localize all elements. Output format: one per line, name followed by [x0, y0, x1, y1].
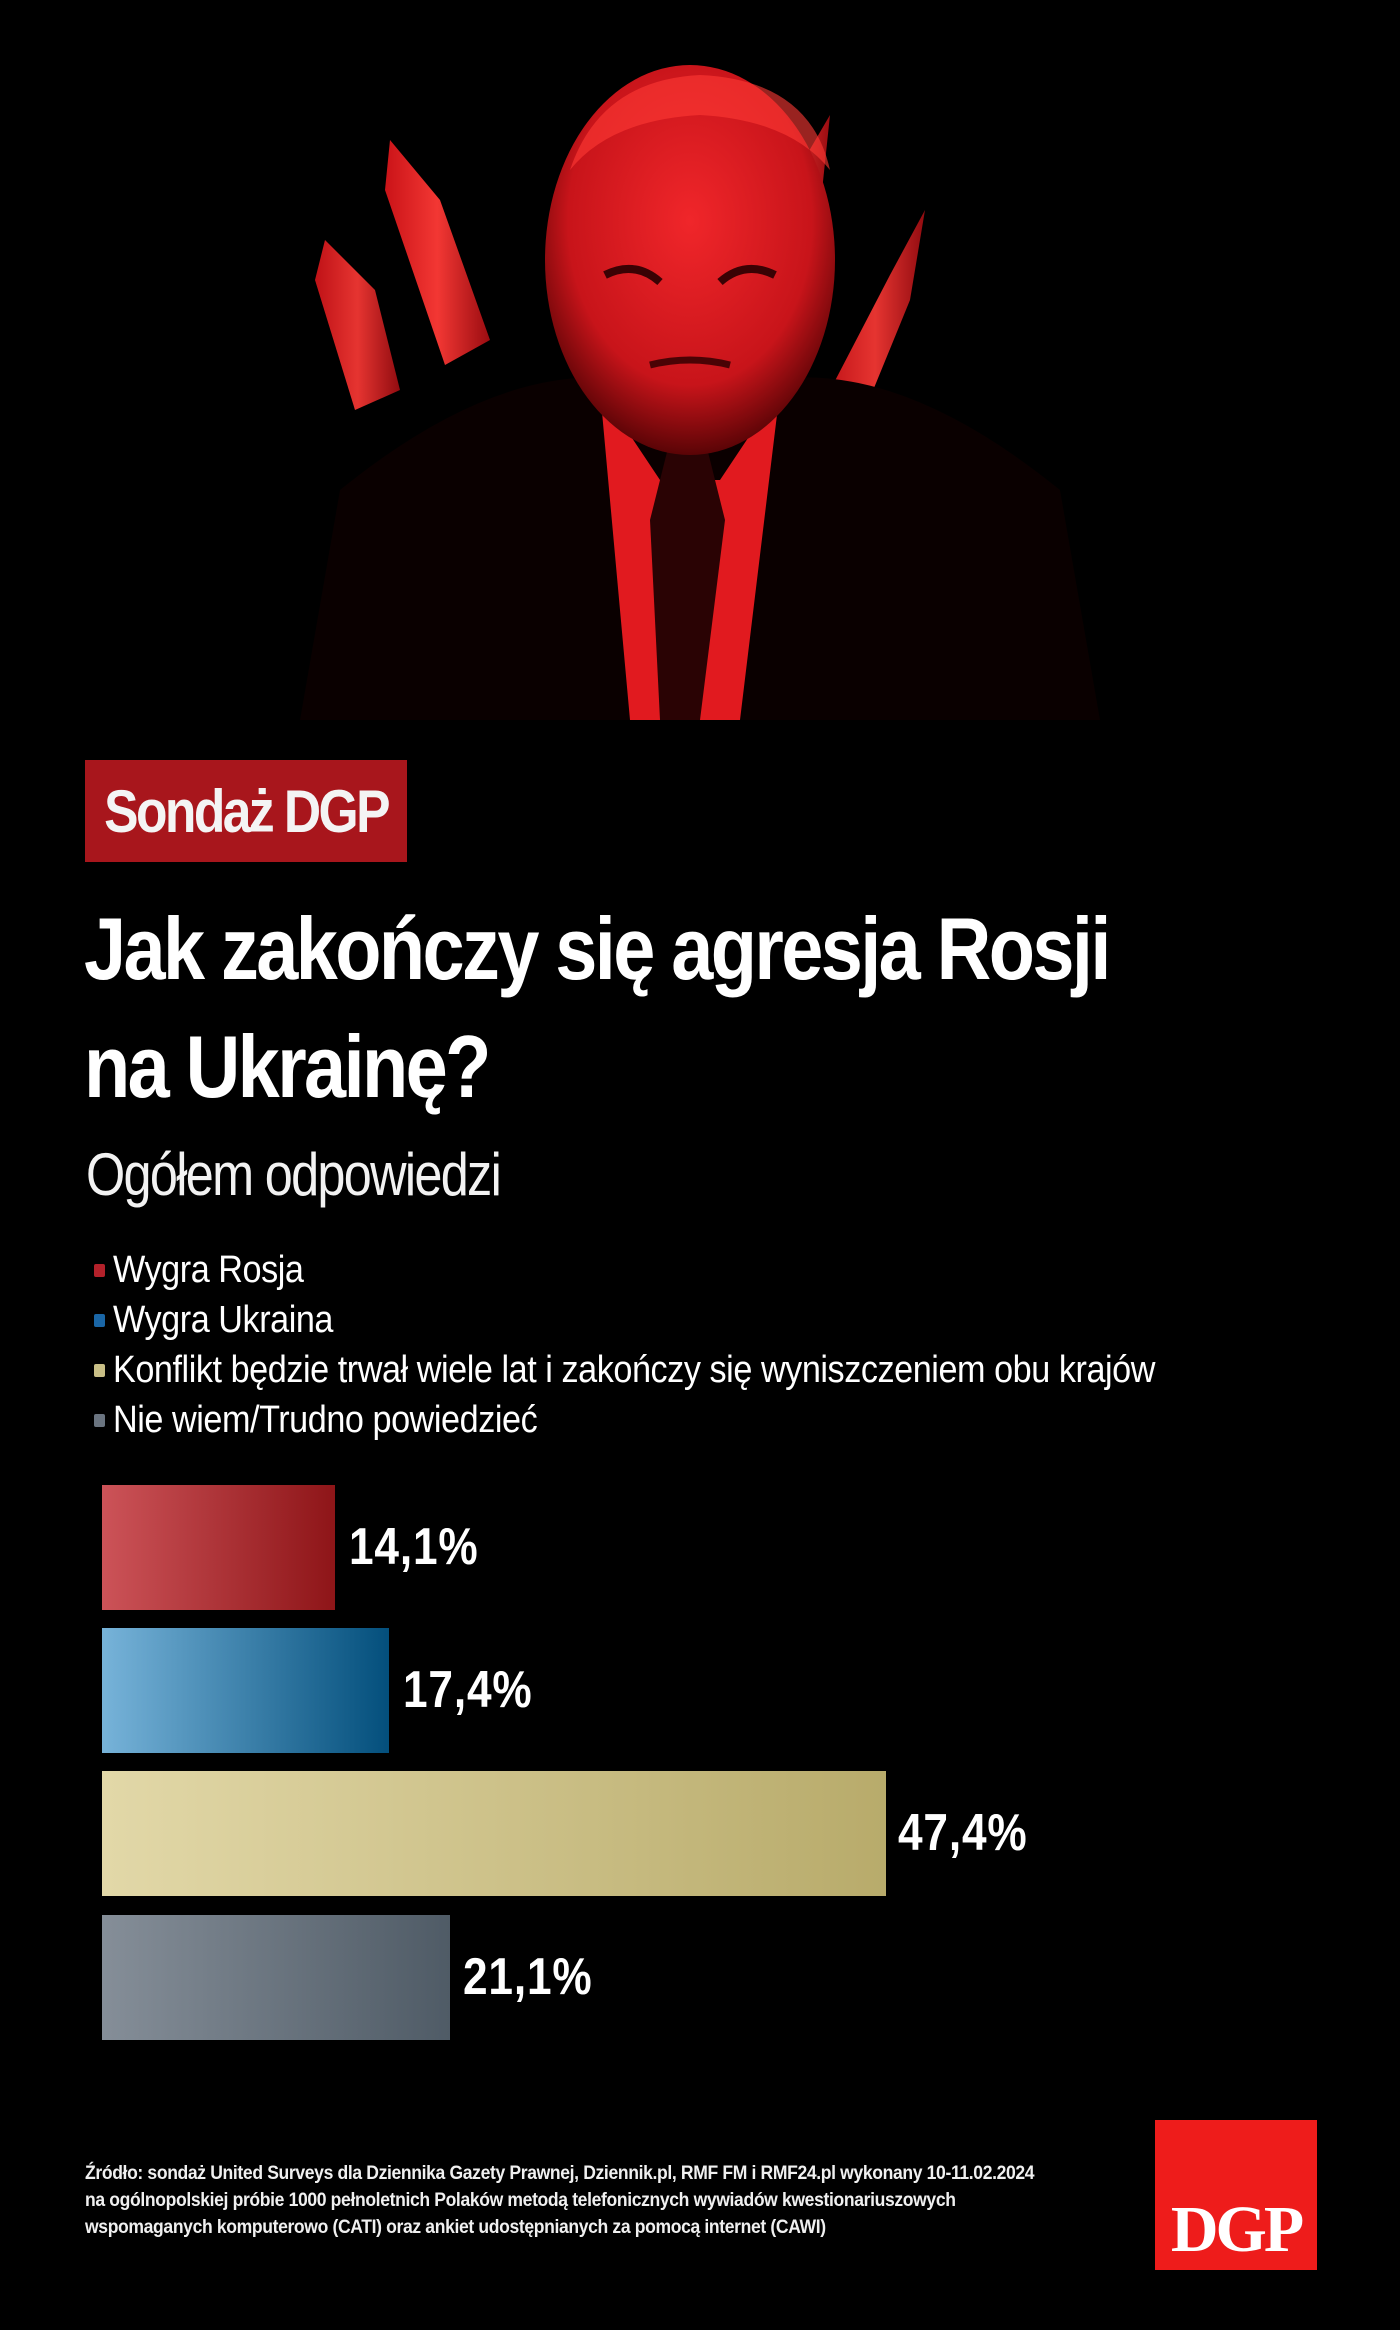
bar-ukraine-wins: [102, 1628, 389, 1753]
bar-value-label: 14,1%: [349, 1518, 479, 1576]
logo-text: DGP: [1170, 2193, 1304, 2266]
bar-value-label: 17,4%: [403, 1661, 533, 1719]
chart-legend: Wygra Rosja Wygra Ukraina Konflikt będzi…: [94, 1245, 1271, 1445]
legend-label: Nie wiem/Trudno powiedzieć: [113, 1398, 538, 1441]
legend-item-russia-wins: Wygra Rosja: [94, 1245, 1271, 1295]
legend-label: Wygra Ukraina: [113, 1298, 334, 1341]
poll-badge: Sondaż DGP: [85, 760, 407, 862]
badge-label: Sondaż DGP: [104, 777, 390, 845]
hero-illustration: [300, 60, 1100, 720]
dgp-logo: DGP: [1155, 2120, 1317, 2270]
legend-item-ukraine-wins: Wygra Ukraina: [94, 1295, 1271, 1345]
legend-item-dont-know: Nie wiem/Trudno powiedzieć: [94, 1395, 1271, 1445]
title-line-1: Jak zakończy się agresja Rosji: [84, 899, 1111, 998]
chart-title: Jak zakończy się agresja Rosji na Ukrain…: [84, 890, 1168, 1126]
legend-swatch-tan: [94, 1363, 105, 1377]
portrait-with-missiles-image: [300, 65, 1100, 720]
bar-dont-know: [102, 1915, 450, 2040]
chart-subtitle: Ogółem odpowiedzi: [86, 1141, 502, 1208]
bar-russia-wins: [102, 1485, 335, 1610]
legend-swatch-gray: [94, 1413, 105, 1427]
source-line-1: Źródło: sondaż United Surveys dla Dzienn…: [85, 2162, 1035, 2184]
legend-swatch-red: [94, 1263, 105, 1277]
legend-label: Wygra Rosja: [113, 1248, 304, 1291]
legend-swatch-blue: [94, 1313, 105, 1327]
legend-label: Konflikt będzie trwał wiele lat i zakońc…: [113, 1348, 1156, 1391]
legend-item-long-conflict: Konflikt będzie trwał wiele lat i zakońc…: [94, 1345, 1271, 1395]
title-line-2: na Ukrainę?: [84, 1017, 491, 1116]
bar-value-label: 21,1%: [463, 1948, 593, 2006]
bar-value-label: 47,4%: [898, 1804, 1028, 1862]
source-note: Źródło: sondaż United Surveys dla Dzienn…: [85, 2160, 1125, 2241]
source-line-3: wspomaganych komputerowo (CATI) oraz ank…: [85, 2216, 826, 2238]
bar-long-conflict: [102, 1771, 886, 1896]
source-line-2: na ogólnopolskiej próbie 1000 pełnoletni…: [85, 2189, 956, 2211]
